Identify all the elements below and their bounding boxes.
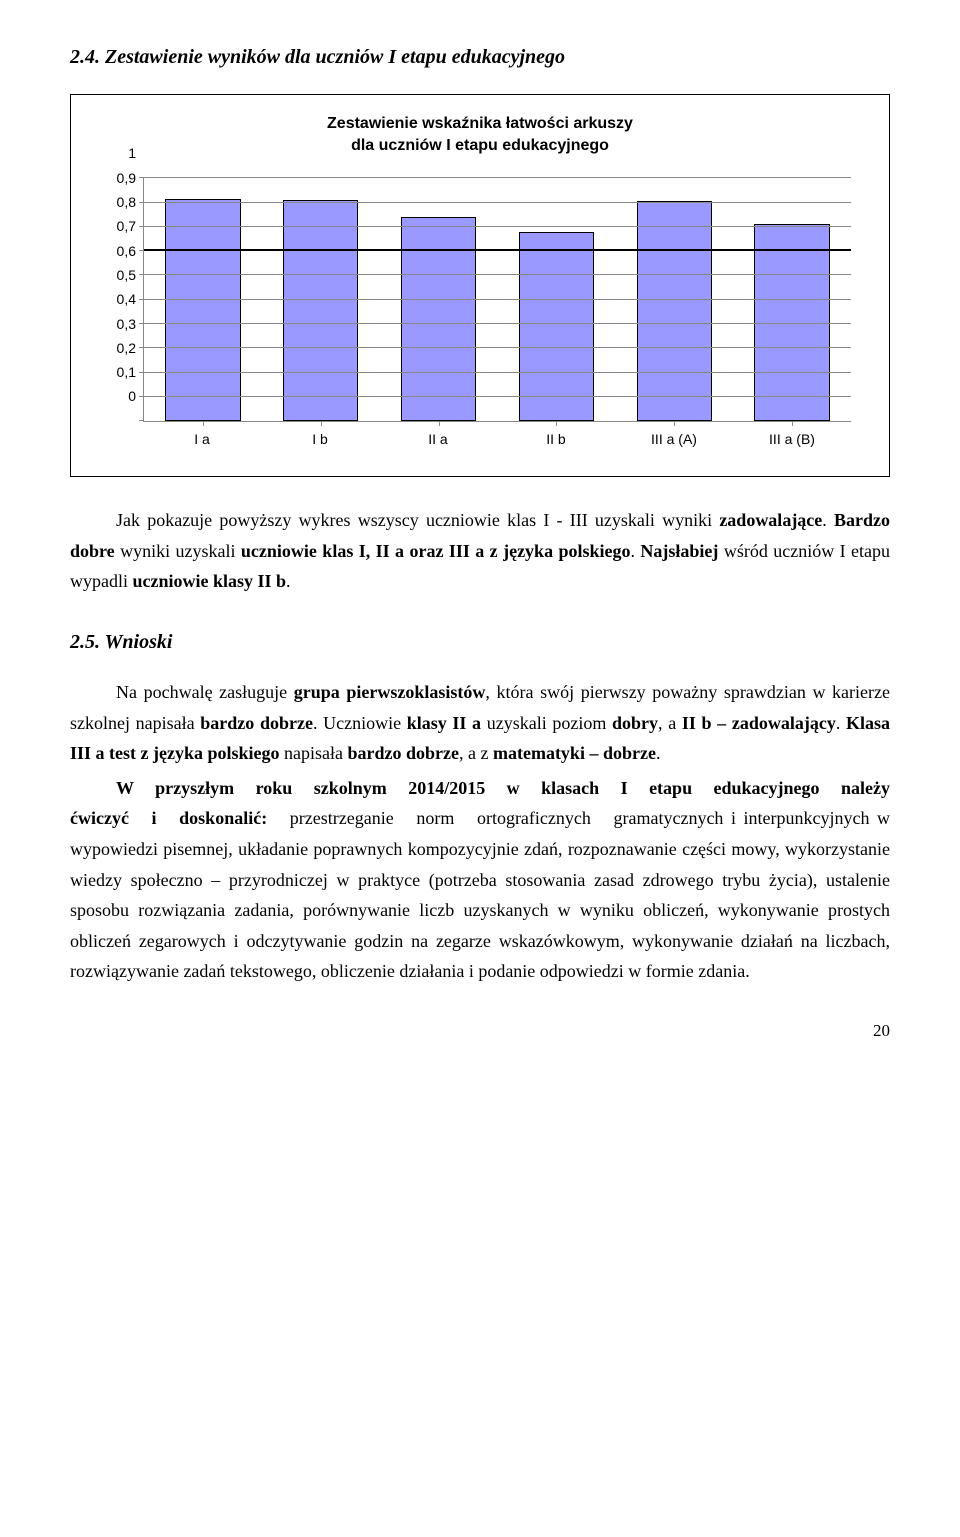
chart-ytick-label: 0,7	[117, 215, 144, 239]
paragraph-wnioski-1: Na pochwalę zasługuje grupa pierwszoklas…	[70, 677, 890, 769]
chart-ytick-mark	[139, 396, 144, 397]
chart-ytick-label: 0,2	[117, 337, 144, 361]
chart-ytick-mark	[139, 274, 144, 275]
paragraph-intro: Jak pokazuje powyższy wykres wszyscy ucz…	[70, 505, 890, 597]
chart-title-line1: Zestawienie wskaźnika łatwości arkuszy	[327, 115, 633, 132]
chart-bar-slot	[615, 178, 733, 421]
chart-ytick-label: 0	[128, 385, 144, 409]
chart-ytick-mark	[139, 347, 144, 348]
chart-ytick-mark	[139, 177, 144, 178]
chart-bar-slot	[733, 178, 851, 421]
chart-ytick-label: 0,4	[117, 288, 144, 312]
chart-bar	[401, 217, 476, 421]
chart-gridline	[144, 299, 851, 300]
chart-gridline	[144, 347, 851, 348]
chart-gridline	[144, 202, 851, 203]
subsection-title: 2.5. Wnioski	[70, 625, 890, 659]
chart-bar	[283, 200, 358, 421]
chart-title-line2: dla uczniów I etapu edukacyjnego	[351, 137, 609, 154]
chart-container: Zestawienie wskaźnika łatwości arkuszy d…	[70, 94, 890, 477]
chart-gridline	[144, 226, 851, 227]
chart-xlabel: I a	[143, 422, 261, 448]
chart-ytick-mark	[139, 226, 144, 227]
chart-bar	[165, 199, 240, 421]
chart-bar	[637, 201, 712, 421]
chart-bar-slot	[380, 178, 498, 421]
chart-target-line	[144, 249, 851, 251]
chart-bar-slot	[144, 178, 262, 421]
chart-gridline	[144, 372, 851, 373]
chart-ytick-mark	[139, 372, 144, 373]
chart-bar-slot	[497, 178, 615, 421]
page-number: 20	[70, 1017, 890, 1046]
chart-title: Zestawienie wskaźnika łatwości arkuszy d…	[99, 113, 861, 156]
paragraph-wnioski-2: W przyszłym roku szkolnym 2014/2015 w kl…	[70, 773, 890, 987]
chart-ytick-label: 0,8	[117, 191, 144, 215]
chart-ytick-label: 0,5	[117, 264, 144, 288]
chart-ytick-mark	[139, 299, 144, 300]
chart-xlabel: III a (A)	[615, 422, 733, 448]
chart-gridline	[144, 274, 851, 275]
chart-xlabel: I b	[261, 422, 379, 448]
chart-ytick-label: 1	[128, 142, 144, 166]
chart-ytick-mark	[139, 202, 144, 203]
chart-ytick-label: 0,3	[117, 313, 144, 337]
chart-bar-slot	[262, 178, 380, 421]
chart-gridline	[144, 396, 851, 397]
chart-gridline	[144, 323, 851, 324]
chart-plot: 00,10,20,30,40,50,60,70,80,91	[143, 178, 851, 422]
chart-xlabel: II b	[497, 422, 615, 448]
chart-xlabel: III a (B)	[733, 422, 851, 448]
chart-ytick-mark	[139, 420, 144, 421]
chart-xlabel: II a	[379, 422, 497, 448]
chart-ytick-label: 0,6	[117, 240, 144, 264]
chart-ytick-mark	[139, 323, 144, 324]
chart-xlabels: I aI bII aII bIII a (A)III a (B)	[143, 422, 851, 448]
chart-bar	[519, 232, 594, 422]
chart-bars	[144, 178, 851, 421]
chart-ytick-label: 0,1	[117, 361, 144, 385]
chart-ytick-label: 0,9	[117, 167, 144, 191]
section-title: 2.4. Zestawienie wyników dla uczniów I e…	[70, 40, 890, 74]
chart-area: 00,10,20,30,40,50,60,70,80,91 I aI bII a…	[143, 178, 851, 448]
chart-gridline	[144, 177, 851, 178]
